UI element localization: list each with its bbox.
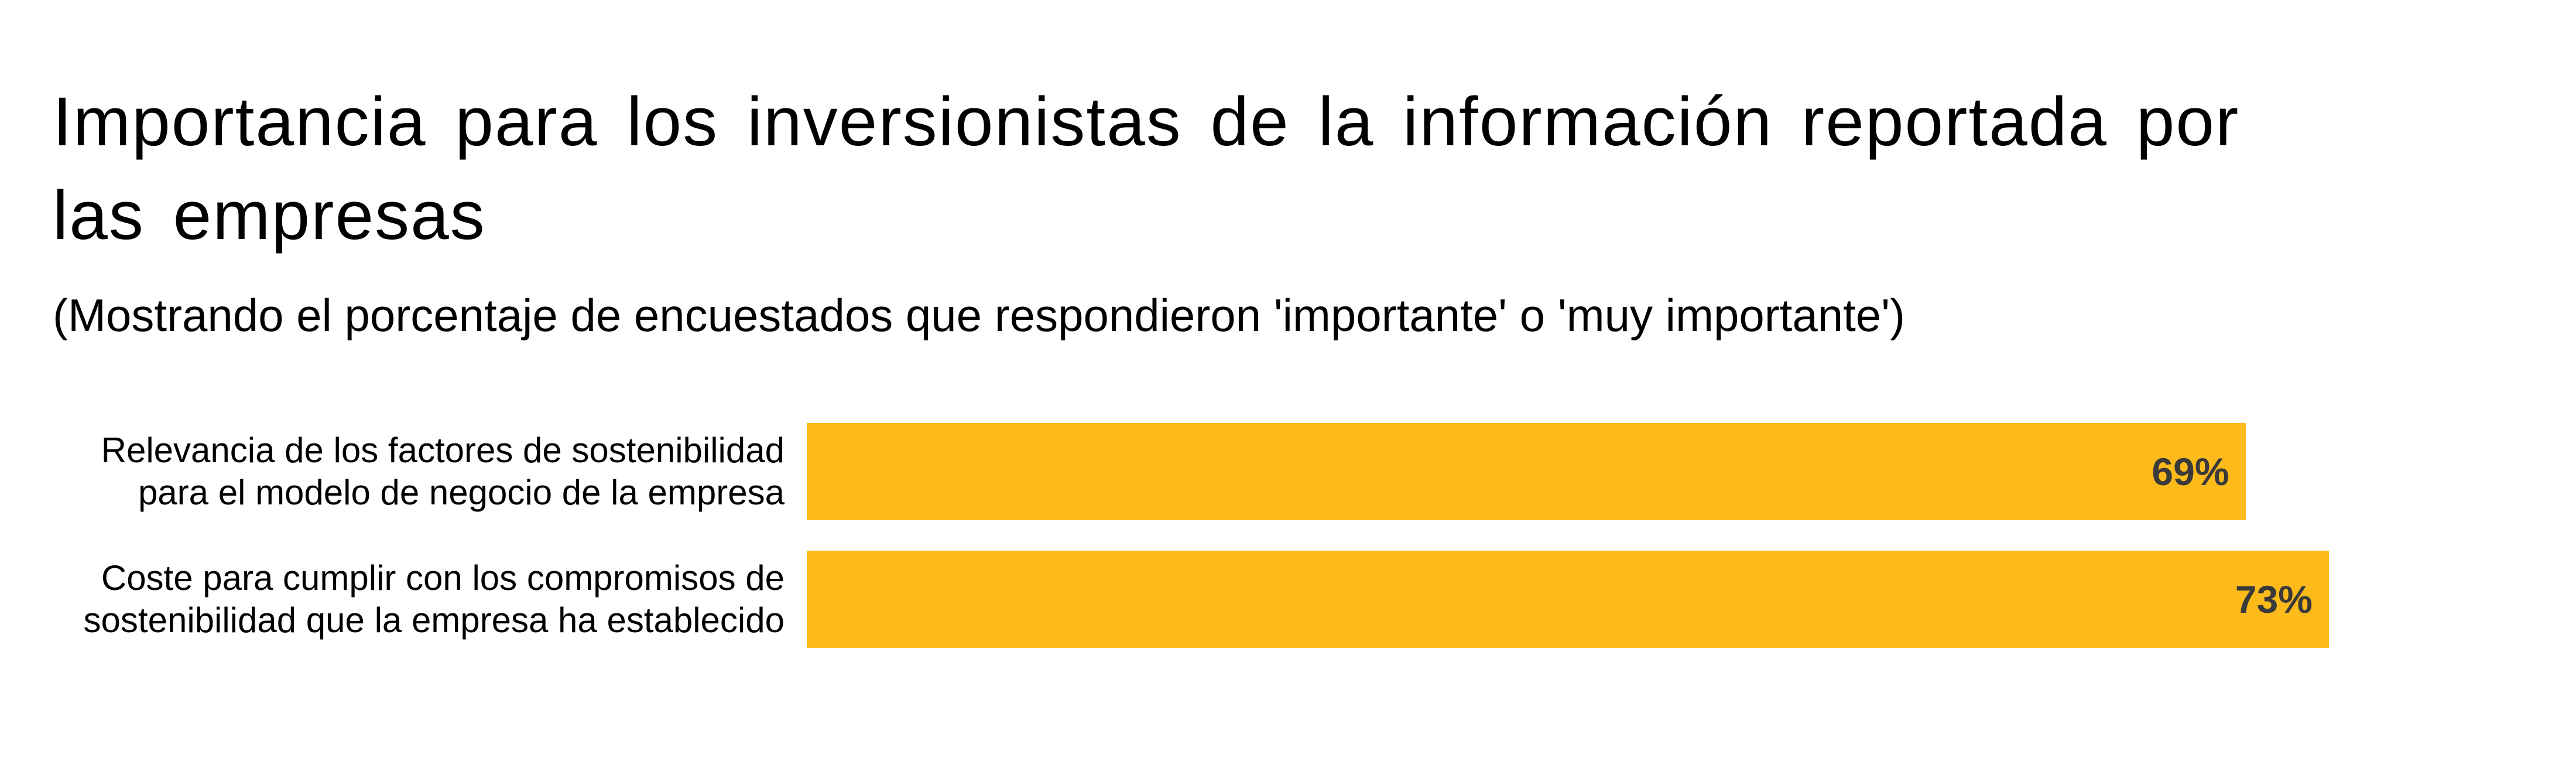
bar-value-label: 69% bbox=[2152, 450, 2229, 493]
bar bbox=[807, 423, 2246, 520]
category-label: Relevancia de los factores de sostenibil… bbox=[101, 431, 785, 512]
bar-value-label: 73% bbox=[2235, 578, 2313, 621]
chart-title: Importancia para los inversionistas de l… bbox=[53, 83, 2240, 254]
chart-subtitle: (Mostrando el porcentaje de encuestados … bbox=[53, 289, 1906, 341]
category-label: Coste para cumplir con los compromisos d… bbox=[83, 558, 785, 640]
bar bbox=[807, 551, 2329, 648]
